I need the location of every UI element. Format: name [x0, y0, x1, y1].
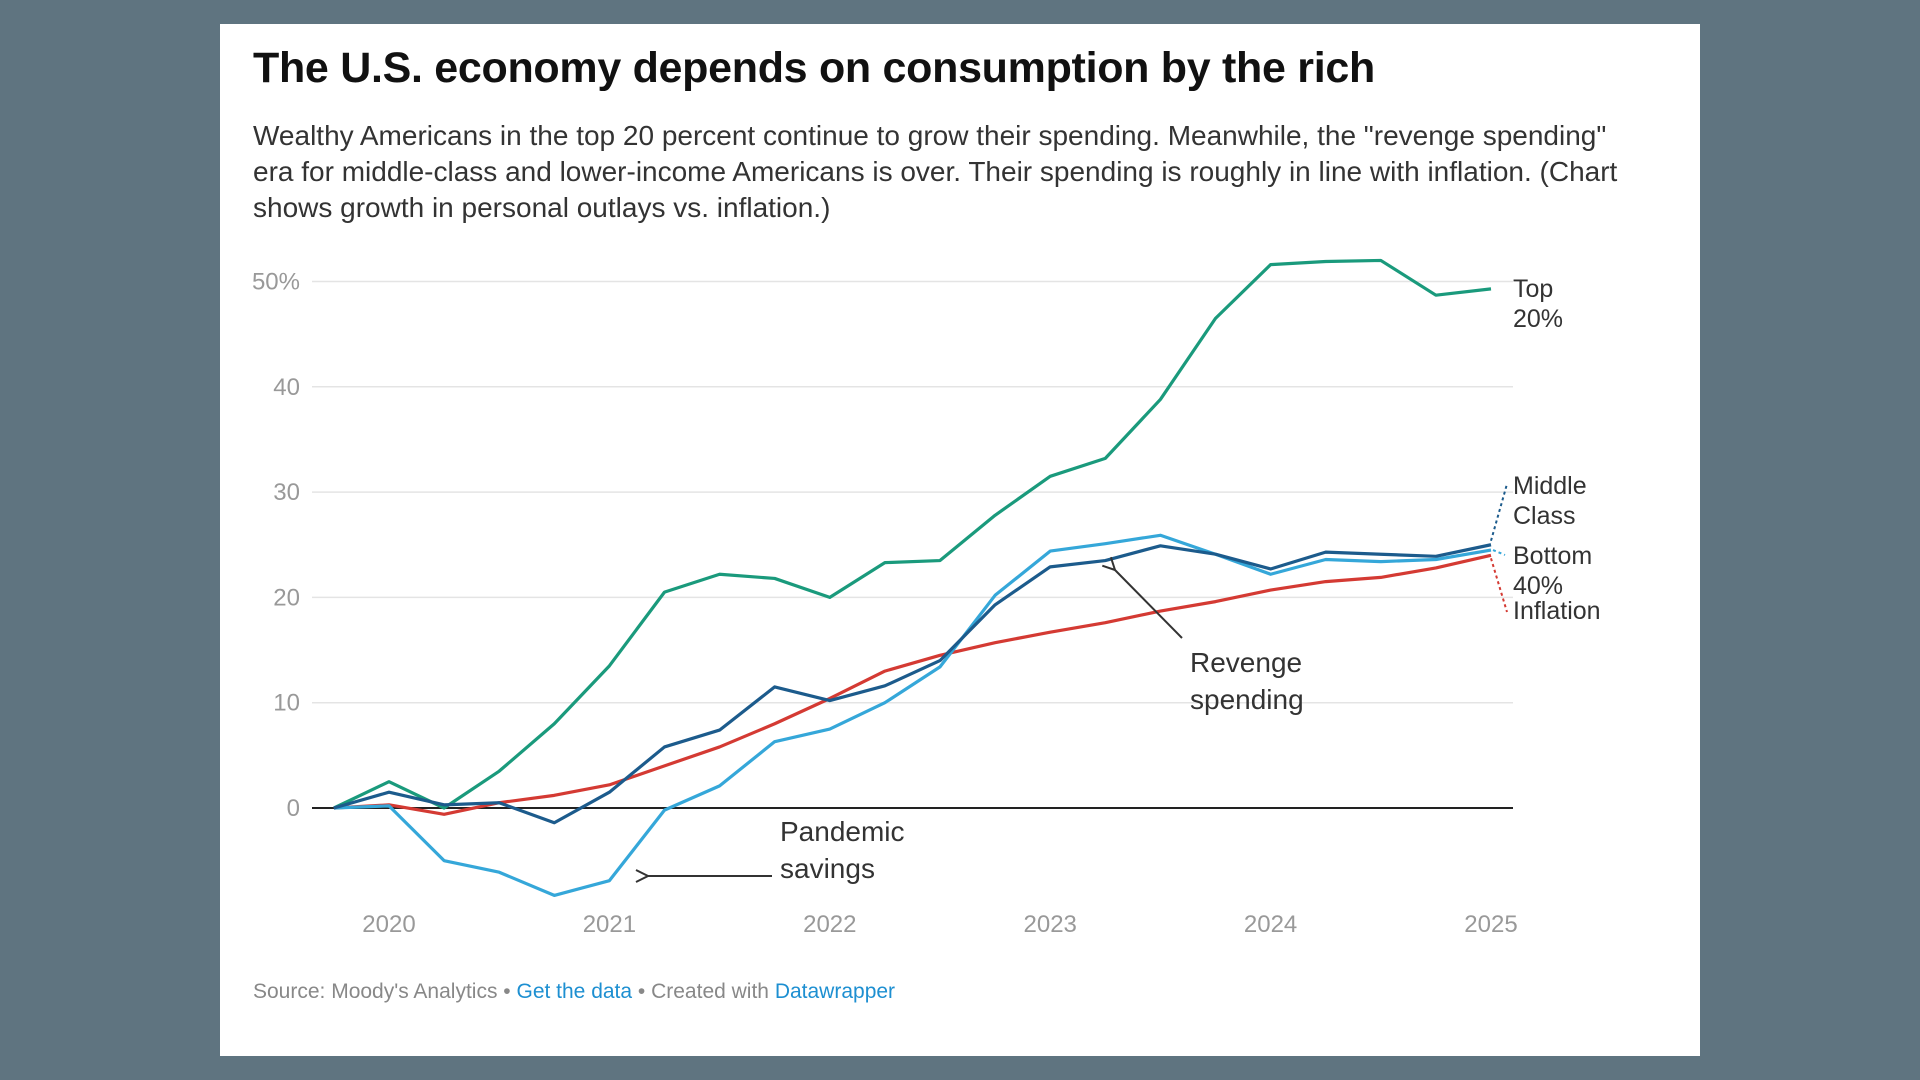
chart-title: The U.S. economy depends on consumption … [253, 44, 1375, 92]
series-line-top-20- [333, 258, 1492, 810]
y-tick-label: 0 [287, 795, 300, 822]
chart-footer: Source: Moody's Analytics • Get the data… [253, 980, 895, 1004]
x-tick-label: 2023 [1024, 911, 1077, 938]
series-label: 40% [1513, 572, 1563, 600]
annotation-pandemic-savings: savings [780, 853, 875, 884]
leader-line-inflation [1490, 557, 1508, 613]
chart-card: The U.S. economy depends on consumption … [220, 24, 1700, 1056]
y-tick-label: 20 [273, 584, 300, 611]
leader-line-bottom-40 [1492, 549, 1506, 556]
y-tick-label: 30 [273, 479, 300, 506]
annotation-pandemic-savings: Pandemic [780, 816, 905, 847]
get-the-data-link[interactable]: Get the data [516, 980, 633, 1003]
series-line-bottom-40- [333, 533, 1492, 897]
datawrapper-link[interactable]: Datawrapper [774, 980, 896, 1003]
series-line-inflation [333, 553, 1492, 816]
x-tick-label: 2020 [362, 911, 415, 938]
series-label: Middle [1513, 472, 1587, 500]
x-tick-label: 2025 [1464, 911, 1517, 938]
chart-subtitle: Wealthy Americans in the top 20 percent … [253, 120, 1618, 223]
x-tick-label: 2024 [1244, 911, 1297, 938]
y-tick-label: 10 [273, 690, 300, 717]
annotation-revenge-spending: Revenge [1190, 647, 1302, 678]
leader-line-middle-class [1490, 483, 1508, 542]
series-label: Bottom [1513, 542, 1592, 570]
x-tick-label: 2021 [583, 911, 636, 938]
y-tick-label: 40 [273, 374, 300, 401]
series-label: Inflation [1513, 597, 1601, 625]
x-tick-label: 2022 [803, 911, 856, 938]
created-with-text: • Created with [632, 980, 775, 1003]
annotation-revenge-spending: spending [1190, 684, 1304, 715]
revenge-spending-arrow [1115, 570, 1183, 639]
series-label: Class [1513, 502, 1576, 530]
series-line-middle-class [333, 543, 1492, 825]
series-label: 20% [1513, 305, 1563, 333]
separator: • [497, 980, 517, 1003]
source-text: Source: Moody's Analytics [253, 980, 498, 1003]
series-label: Top [1513, 275, 1553, 303]
y-tick-label: 50% [252, 269, 300, 296]
